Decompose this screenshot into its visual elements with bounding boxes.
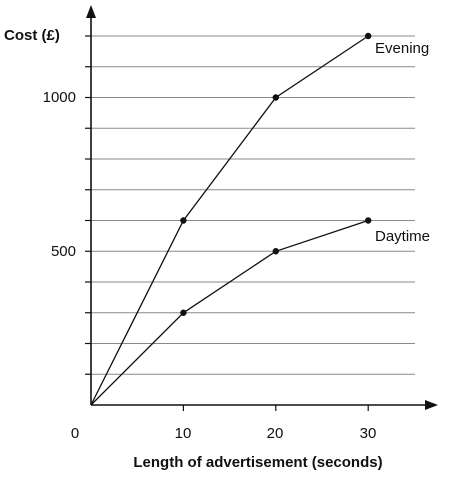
y-axis-ticks — [85, 35, 91, 375]
evening-line — [90, 35, 369, 406]
series-layer — [90, 32, 372, 406]
origin-label: 0 — [71, 425, 79, 442]
y-axis-label: Cost (£) — [4, 27, 60, 44]
y-tick-label-1000: 1000 — [43, 89, 76, 106]
x-axis-ticks — [182, 405, 369, 411]
series-label-daytime: Daytime — [375, 228, 430, 245]
x-axis-label: Length of advertisement (seconds) — [133, 454, 382, 471]
y-tick-label-500: 500 — [51, 243, 76, 260]
x-tick-label-20: 20 — [267, 425, 284, 442]
daytime-line — [90, 219, 369, 406]
evening-point — [180, 217, 187, 224]
evening-point — [365, 32, 372, 40]
x-tick-label-10: 10 — [175, 425, 192, 442]
daytime-point — [180, 309, 187, 316]
x-axis-arrow — [425, 400, 438, 410]
evening-point — [272, 94, 279, 101]
daytime-point — [272, 248, 279, 255]
daytime-point — [365, 217, 372, 224]
x-tick-label-30: 30 — [360, 425, 377, 442]
series-label-evening: Evening — [375, 40, 429, 57]
gridlines — [91, 35, 415, 375]
y-axis-arrow — [86, 5, 96, 18]
